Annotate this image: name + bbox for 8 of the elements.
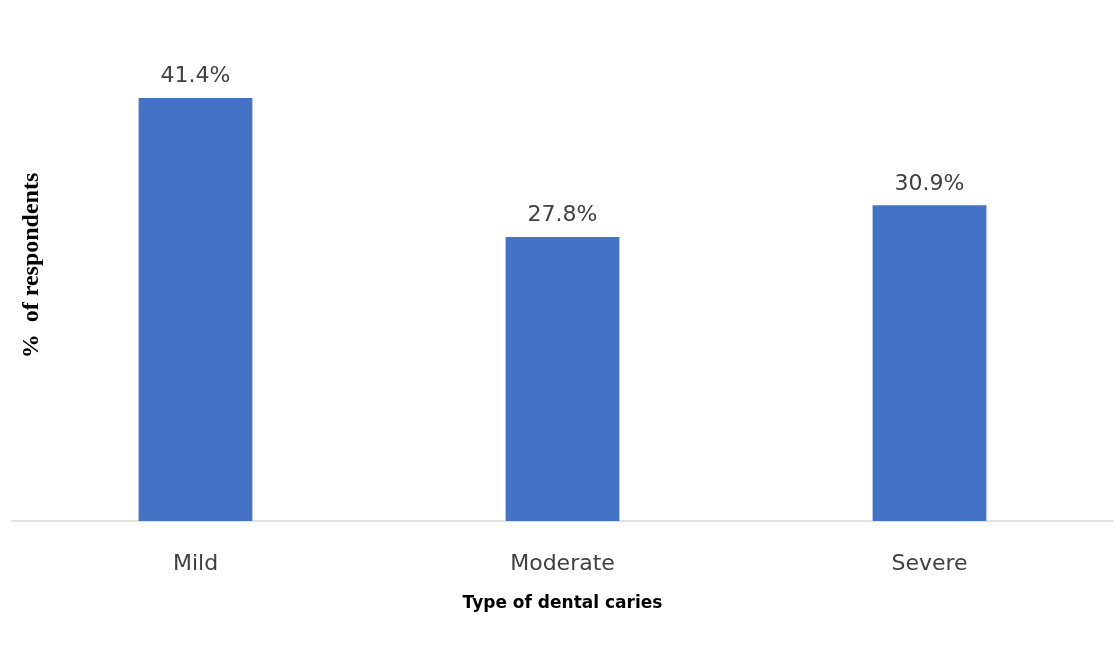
x-axis-title: Type of dental caries [462, 591, 663, 612]
y-axis-title: % of respondents [17, 172, 43, 359]
data-label: 27.8% [527, 201, 598, 227]
x-tick-label: Severe [891, 549, 968, 575]
x-tick-label: Mild [172, 549, 219, 575]
x-tick-label: Moderate [510, 549, 615, 575]
data-label: 41.4% [160, 62, 231, 88]
data-label: 30.9% [894, 169, 965, 195]
